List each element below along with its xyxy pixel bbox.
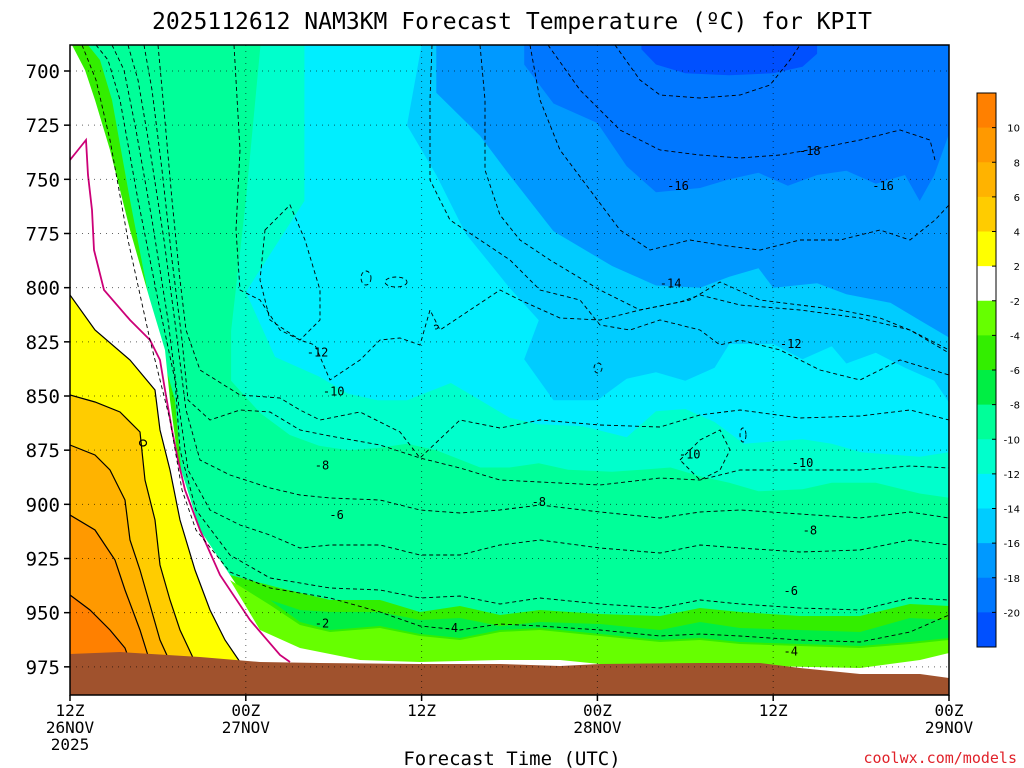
negative-contours bbox=[81, 45, 949, 643]
colorbar-label: -2 bbox=[1010, 297, 1020, 308]
contour-label: -8 bbox=[532, 495, 546, 509]
colorbar-swatch bbox=[977, 266, 996, 302]
terrain bbox=[70, 652, 949, 695]
contour-label: -14 bbox=[660, 276, 682, 290]
x-tick-label: 12Z bbox=[56, 701, 85, 720]
y-axis: 700 725 750 775 800 825 850 875 900 925 950 975 bbox=[26, 61, 70, 679]
colorbar-swatch bbox=[977, 543, 996, 579]
y-tick-label: 750 bbox=[26, 169, 60, 191]
x-tick-label: 00Z bbox=[231, 701, 260, 720]
x-tick-label: 28NOV bbox=[573, 718, 622, 737]
contour-label: -8 bbox=[315, 458, 329, 472]
x-axis-title: Forecast Time (UTC) bbox=[403, 748, 620, 768]
x-tick-label: 00Z bbox=[935, 701, 964, 720]
x-tick-label: 26NOV bbox=[46, 718, 95, 737]
x-tick-label: 12Z bbox=[407, 701, 436, 720]
plot-area: -18 -16 -16 -14 -12 -12 -10 -10 -10 -8 -8 -8 -6 -6 -4 -… bbox=[70, 45, 949, 695]
colorbar-label: -16 bbox=[1004, 539, 1020, 550]
contour-label: -16 bbox=[667, 179, 689, 193]
x-tick-label: 00Z bbox=[583, 701, 612, 720]
contour-label: -10 bbox=[679, 448, 701, 462]
fill-below-minus-18 bbox=[641, 45, 818, 76]
colorbar-swatch bbox=[977, 335, 996, 371]
plot-frame bbox=[69, 44, 950, 696]
fill-eight-to-ten bbox=[70, 595, 130, 662]
colorbar-swatch bbox=[977, 404, 996, 440]
colorbar-label: -12 bbox=[1004, 470, 1020, 481]
contour-label: -10 bbox=[323, 385, 345, 399]
colorbar-swatch bbox=[977, 439, 996, 475]
contour-label: -4 bbox=[784, 645, 798, 659]
contour-label: -18 bbox=[799, 144, 821, 158]
colorbar-swatch bbox=[977, 300, 996, 336]
colorbar-swatch bbox=[977, 508, 996, 544]
colorbar-swatch bbox=[977, 231, 996, 267]
contour-label: -8 bbox=[803, 523, 817, 537]
colorbar-label: 2 bbox=[1014, 262, 1020, 273]
colorbar-swatch bbox=[977, 612, 996, 648]
colorbar-swatch bbox=[977, 93, 996, 129]
x-tick-label: 12Z bbox=[759, 701, 788, 720]
contour-label: -12 bbox=[307, 346, 329, 360]
colorbar-label: -10 bbox=[1004, 435, 1020, 446]
colorbar-label: 6 bbox=[1014, 193, 1020, 204]
colorbar-label: 10 bbox=[1007, 124, 1020, 135]
fill-minus-16-to-18 bbox=[524, 45, 949, 201]
y-tick-label: 925 bbox=[26, 549, 60, 571]
positive-contours bbox=[70, 294, 241, 663]
colorbar-label: -8 bbox=[1010, 401, 1020, 412]
contour-label: -16 bbox=[872, 179, 894, 193]
colorbar-swatch bbox=[977, 370, 996, 406]
contour-label: -10 bbox=[792, 456, 814, 470]
contour-label: -4 bbox=[444, 621, 458, 635]
y-tick-label: 725 bbox=[26, 115, 60, 137]
zero-contour bbox=[70, 137, 291, 663]
colorbar-label: -18 bbox=[1004, 574, 1020, 585]
colorbar-label: 4 bbox=[1014, 228, 1020, 239]
colorbar-swatch bbox=[977, 196, 996, 232]
colorbar-label: -20 bbox=[1004, 608, 1020, 619]
fill-minus-4-to-6-lower bbox=[270, 600, 949, 646]
colorbar-swatch bbox=[977, 577, 996, 613]
x-tick-label: 29NOV bbox=[925, 718, 974, 737]
contour-label: -12 bbox=[780, 337, 802, 351]
y-tick-label: 700 bbox=[26, 61, 60, 83]
colorbar-swatch bbox=[977, 473, 996, 509]
fill-minus-2-to-4-lower bbox=[230, 580, 949, 668]
y-tick-label: 975 bbox=[26, 657, 60, 679]
grid-lines bbox=[70, 45, 949, 695]
colorbar-swatch bbox=[977, 162, 996, 198]
y-tick-label: 775 bbox=[26, 224, 60, 246]
colorbar-label: 8 bbox=[1014, 158, 1020, 169]
y-tick-label: 825 bbox=[26, 332, 60, 354]
contour-label: -6 bbox=[329, 508, 343, 522]
y-tick-label: 875 bbox=[26, 440, 60, 462]
y-tick-label: 850 bbox=[26, 386, 60, 408]
contour-label: -6 bbox=[784, 584, 798, 598]
colorbar-label: -4 bbox=[1010, 331, 1020, 342]
chart-title: 2025112612 NAM3KM Forecast Temperature (… bbox=[152, 9, 872, 35]
colorbar-swatch bbox=[977, 127, 996, 163]
colorbar-label: -14 bbox=[1004, 505, 1020, 516]
credit-text: coolwx.com/models bbox=[863, 749, 1017, 767]
y-tick-label: 900 bbox=[26, 494, 60, 516]
contour-label: -2 bbox=[315, 617, 329, 631]
y-tick-label: 950 bbox=[26, 603, 60, 625]
colorbar: 10 8 6 4 2 -2 -4 -6 -8 -10 -12 -14 -16 -18 -20 bbox=[976, 92, 1020, 648]
x-tick-label: 27NOV bbox=[222, 718, 271, 737]
colorbar-label: -6 bbox=[1010, 366, 1020, 377]
x-tick-label: 2025 bbox=[51, 735, 90, 754]
y-tick-label: 800 bbox=[26, 278, 60, 300]
